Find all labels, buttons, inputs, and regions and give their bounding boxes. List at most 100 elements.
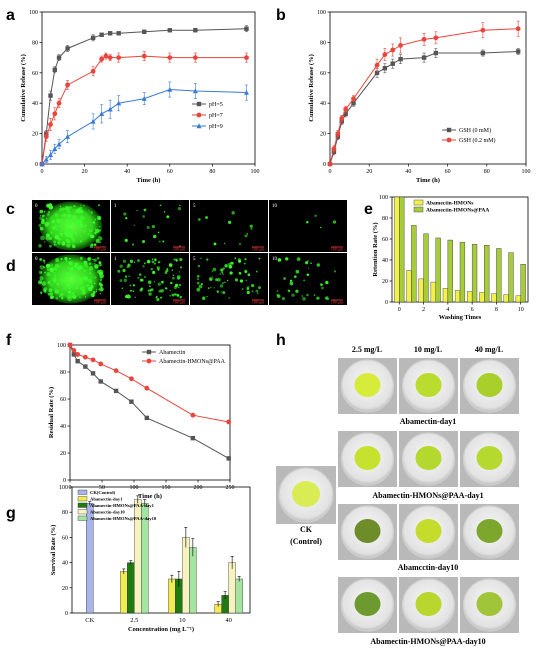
fluorescent-dot xyxy=(57,246,59,248)
fluorescent-dot xyxy=(87,233,90,235)
micrograph-d-3 xyxy=(269,253,347,305)
fluorescent-dot xyxy=(244,258,247,261)
fluorescent-dot xyxy=(198,284,203,289)
fluorescent-dot xyxy=(40,271,42,274)
data-point xyxy=(99,32,104,37)
fluorescent-dot xyxy=(276,293,279,297)
fluorescent-dot xyxy=(82,291,85,293)
fluorescent-dot xyxy=(93,262,96,265)
x-axis-label: Washing Times xyxy=(439,314,482,321)
fluorescent-dot xyxy=(289,279,293,283)
y-tick-label: 20 xyxy=(382,279,388,285)
fluorescent-dot xyxy=(64,287,68,290)
fluorescent-dot xyxy=(44,222,49,227)
fluorescent-dot xyxy=(65,271,68,274)
fluorescent-dot xyxy=(47,211,51,214)
fluorescent-dot xyxy=(46,218,48,220)
fluorescent-dot xyxy=(69,269,72,272)
fluorescent-dot xyxy=(164,287,168,290)
data-point xyxy=(48,152,54,158)
y-tick-label: 60 xyxy=(382,237,388,243)
fluorescent-dot xyxy=(153,281,156,283)
bar xyxy=(423,233,429,303)
fluorescent-dot xyxy=(83,276,89,281)
fluorescent-dot xyxy=(170,281,173,285)
fluorescent-dot xyxy=(56,282,60,286)
fluorescent-dot xyxy=(77,263,80,265)
fluorescent-dot xyxy=(93,282,96,285)
fluorescent-dot xyxy=(143,262,146,265)
fluorescent-dot xyxy=(174,283,179,287)
fluorescent-dot xyxy=(316,263,320,267)
fluorescent-dot xyxy=(119,279,123,282)
fluorescent-dot xyxy=(53,243,56,246)
bar xyxy=(406,270,412,303)
fluorescent-dot xyxy=(64,257,68,261)
data-point xyxy=(90,68,96,74)
data-point xyxy=(190,435,196,441)
fluorescent-dot xyxy=(178,283,182,287)
legend-swatch xyxy=(77,496,88,502)
fluorescent-dot xyxy=(39,265,44,270)
data-point xyxy=(99,56,105,62)
fluorescent-dot xyxy=(168,263,173,267)
fluorescent-dot xyxy=(291,293,295,297)
fluorescent-dot xyxy=(123,278,128,283)
fluorescent-dot xyxy=(74,231,78,235)
fluorescent-dot xyxy=(79,240,83,243)
micrograph-c-1 xyxy=(111,200,189,252)
data-point xyxy=(398,43,403,48)
data-point xyxy=(382,66,388,71)
ck-caption-line2: (Control) xyxy=(290,537,322,546)
fluorescent-dot xyxy=(244,269,246,271)
fluorescent-dot xyxy=(41,281,47,286)
fluorescent-dot xyxy=(77,265,83,270)
x-tick-label: 20 xyxy=(82,169,88,175)
data-point xyxy=(56,141,62,147)
fluorescent-dot xyxy=(152,234,157,239)
fluorescent-dot xyxy=(99,283,104,288)
panel-label-f: f xyxy=(6,332,12,349)
x-tick-label: 0 xyxy=(41,169,44,175)
fluorescent-dot xyxy=(94,228,97,230)
photo-row-caption-1: Abamectin-day1 xyxy=(400,417,456,426)
fluorescent-dot xyxy=(239,243,241,245)
data-point xyxy=(75,359,80,364)
fluorescent-dot xyxy=(55,296,59,300)
fluorescent-dot xyxy=(56,228,58,231)
fluorescent-dot xyxy=(46,213,50,216)
fluorescent-dot xyxy=(50,284,53,287)
bar xyxy=(471,244,478,303)
fluorescent-dot xyxy=(87,256,92,261)
fluorescent-dot xyxy=(88,288,91,290)
fluorescent-dot xyxy=(219,284,224,288)
fluorescent-dot xyxy=(244,234,248,238)
y-tick-label: 20 xyxy=(62,586,68,592)
fluorescent-dot xyxy=(287,289,291,293)
fluorescent-dot xyxy=(54,213,59,217)
fluorescent-dot xyxy=(176,276,181,280)
fluorescent-dot xyxy=(151,260,155,264)
fluorescent-dot xyxy=(99,286,104,292)
data-point xyxy=(167,86,173,92)
bar xyxy=(515,295,521,303)
fluorescent-dot xyxy=(90,211,93,214)
fluorescent-dot xyxy=(84,269,87,273)
photo-col-header-1: 2.5 mg/L xyxy=(352,345,382,354)
y-tick-label: 100 xyxy=(317,10,326,16)
bar xyxy=(447,239,453,303)
bar xyxy=(467,291,473,303)
fluorescent-dot xyxy=(72,244,76,249)
data-point xyxy=(343,106,349,112)
fluorescent-dot xyxy=(237,258,241,262)
fluorescent-dot xyxy=(147,289,150,292)
fluorescent-dot xyxy=(200,257,202,260)
data-point xyxy=(167,55,173,60)
fluorescent-dot xyxy=(287,257,289,259)
fluorescent-dot xyxy=(94,276,97,279)
fluorescent-dot xyxy=(99,273,104,279)
fluorescent-dot xyxy=(174,293,177,296)
fluorescent-dot xyxy=(46,267,51,271)
fluorescent-dot xyxy=(47,264,50,266)
micrograph-day-label: 1 xyxy=(114,257,117,262)
